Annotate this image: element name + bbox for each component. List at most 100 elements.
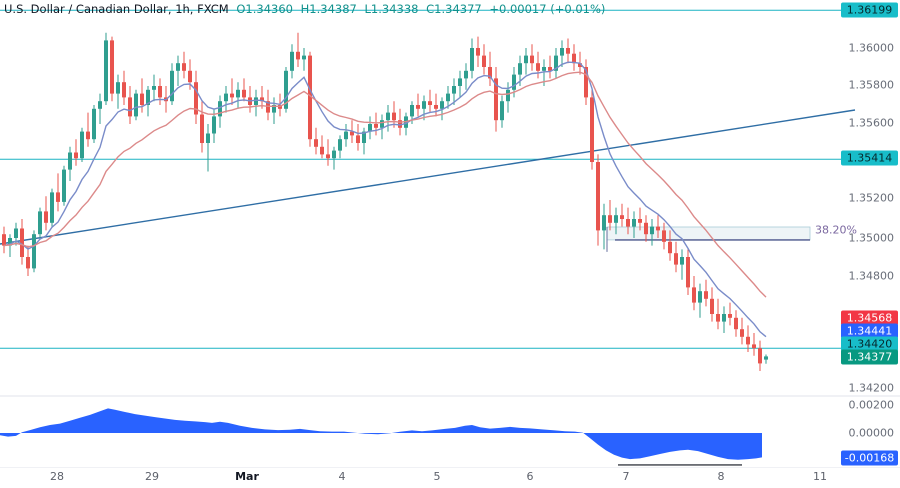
candle-body: [692, 287, 696, 303]
candle-body: [218, 101, 222, 117]
price-tick-label: 1.35600: [848, 116, 895, 130]
ohlc-change: +0.00017 (+0.01%): [489, 2, 606, 16]
symbol-legend[interactable]: U.S. Dollar / Canadian Dollar, 1h, FXCM …: [4, 2, 605, 16]
time-tick-label: 29: [145, 470, 159, 483]
candle-body: [320, 146, 324, 155]
candle-body: [716, 314, 720, 322]
fib-retracement-label: 38.20%: [815, 223, 857, 237]
candle-body: [548, 67, 552, 71]
ohlc-low: L1.34338: [364, 2, 419, 16]
candle-body: [62, 169, 66, 202]
candle-body: [134, 93, 138, 117]
candle-body: [614, 215, 618, 223]
chart-canvas[interactable]: [0, 0, 900, 468]
candle-body: [44, 211, 48, 223]
price-badge: -0.00168: [841, 450, 898, 466]
candle-body: [338, 139, 342, 151]
candle-body: [596, 162, 600, 231]
candle-body: [524, 55, 528, 64]
time-tick-label: 6: [526, 470, 534, 483]
candle-body: [764, 356, 768, 360]
candle-body: [212, 116, 216, 134]
candle-body: [740, 329, 744, 337]
candle-body: [2, 234, 6, 246]
candle-body: [518, 63, 522, 75]
candle-body: [224, 93, 228, 102]
candle-body: [374, 124, 378, 128]
price-tick-label: 0.00200: [848, 398, 895, 412]
price-badge: 1.36199: [841, 2, 898, 18]
candle-body: [128, 97, 132, 117]
price-tick-label: 1.36000: [848, 41, 895, 55]
ohlc-close: C1.34377: [426, 2, 482, 16]
candle-body: [290, 51, 294, 71]
trendline[interactable]: [0, 109, 856, 245]
candle-body: [428, 101, 432, 105]
price-badge: 1.34420: [841, 336, 898, 352]
candle-body: [146, 89, 150, 105]
candle-body: [476, 48, 480, 56]
candle-body: [356, 135, 360, 143]
candle-body: [698, 291, 702, 303]
candle-body: [182, 63, 186, 71]
price-tick-label: 1.34200: [848, 381, 895, 395]
candle-body: [98, 101, 102, 109]
candle-body: [326, 154, 330, 159]
candle-body: [254, 97, 258, 105]
candle-body: [410, 105, 414, 117]
candle-body: [362, 131, 366, 143]
candle-body: [398, 120, 402, 128]
candle-body: [452, 86, 456, 94]
time-tick-label: 4: [338, 470, 346, 483]
price-badge: 1.34441: [841, 323, 898, 339]
candle-body: [368, 124, 372, 132]
candle-body: [104, 40, 108, 102]
candle-body: [674, 253, 678, 265]
candle-body: [464, 70, 468, 79]
candle-body: [638, 219, 642, 223]
candle-body: [152, 86, 156, 90]
candle-body: [86, 131, 90, 140]
candle-body: [458, 78, 462, 86]
candle-body: [158, 86, 162, 98]
candle-body: [8, 238, 12, 246]
candle-body: [284, 70, 288, 109]
price-tick-label: 1.34800: [848, 269, 895, 283]
candle-body: [728, 314, 732, 318]
candle-body: [482, 55, 486, 67]
candle-body: [206, 133, 210, 143]
candle-body: [602, 215, 606, 231]
ohlc-high: H1.34387: [300, 2, 357, 16]
candle-body: [632, 219, 636, 227]
candle-body: [722, 314, 726, 322]
candle-body: [302, 55, 306, 60]
candle-body: [188, 70, 192, 83]
candle-body: [194, 82, 198, 115]
candle-body: [686, 257, 690, 288]
candle-body: [620, 215, 624, 219]
candle-body: [236, 89, 240, 98]
candle-body: [176, 63, 180, 71]
candle-body: [140, 93, 144, 105]
candle-body: [470, 48, 474, 71]
candle-body: [668, 241, 672, 254]
candle-body: [20, 228, 24, 257]
candle-body: [344, 131, 348, 140]
candle-body: [38, 211, 42, 235]
symbol-title: U.S. Dollar / Canadian Dollar, 1h, FXCM: [4, 2, 229, 16]
candle-body: [662, 230, 666, 242]
candle-body: [92, 108, 96, 140]
price-tick-label: 0.00000: [848, 426, 895, 440]
time-tick-label: 28: [50, 470, 64, 483]
price-badge: 1.34377: [841, 349, 898, 365]
candle-body: [434, 105, 438, 109]
candle-body: [500, 101, 504, 121]
candle-body: [68, 152, 72, 170]
candle-body: [758, 348, 762, 364]
candle-body: [542, 67, 546, 71]
candle-body: [296, 51, 300, 60]
candle-body: [650, 226, 654, 235]
candle-body: [746, 336, 750, 345]
candle-body: [422, 101, 426, 109]
